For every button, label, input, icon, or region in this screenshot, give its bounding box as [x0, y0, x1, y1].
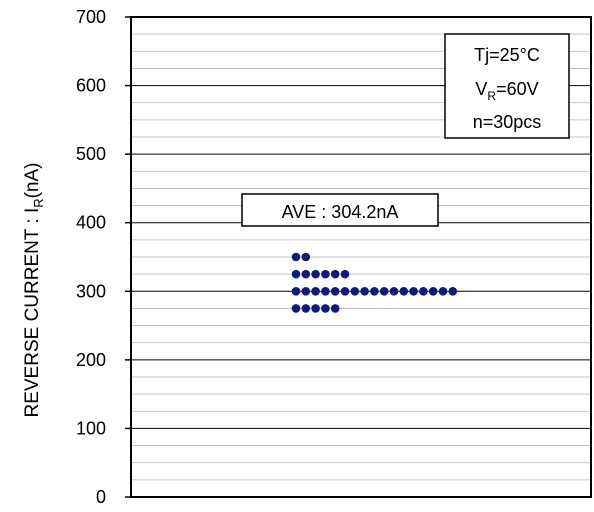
average-annotation-text: AVE : 304.2nA — [282, 202, 399, 222]
data-point — [301, 286, 311, 296]
y-tick-label: 200 — [76, 350, 106, 370]
data-point — [330, 269, 340, 279]
average-annotation-box — [241, 193, 439, 227]
data-point — [321, 304, 330, 313]
data-point — [340, 269, 350, 279]
conditions-box: Tj=25°C VR=60V n=30pcs — [444, 33, 570, 139]
y-axis-label: REVERSE CURRENT : IR(nA) — [22, 162, 46, 417]
data-point — [330, 304, 340, 313]
data-point — [311, 304, 320, 313]
data-point — [311, 286, 320, 296]
data-point — [428, 286, 438, 296]
y-tick-label: 700 — [76, 7, 106, 27]
data-point — [438, 286, 448, 296]
y-tick-label: 400 — [76, 213, 106, 233]
average-annotation: AVE : 304.2nA — [241, 193, 439, 227]
y-tick-label: 0 — [96, 487, 106, 507]
y-axis-ticks: 0 100 200 300 400 500 600 700 — [76, 7, 131, 507]
data-point — [399, 286, 409, 296]
data-point — [291, 269, 301, 279]
data-point — [311, 269, 320, 279]
data-point — [340, 286, 350, 296]
data-point — [370, 286, 379, 296]
condition-voltage: VR=60V — [475, 79, 538, 103]
data-point — [321, 269, 330, 279]
condition-temperature: Tj=25°C — [474, 45, 540, 65]
data-point — [301, 252, 311, 262]
y-tick-label: 500 — [76, 144, 106, 164]
plot-frame — [130, 16, 592, 498]
data-point — [409, 286, 418, 296]
data-point — [360, 286, 369, 296]
y-tick-label: 600 — [76, 76, 106, 96]
data-point — [291, 304, 301, 313]
data-point — [448, 286, 458, 296]
data-point — [291, 252, 301, 262]
data-points — [291, 252, 458, 313]
condition-sample-count: n=30pcs — [473, 112, 542, 132]
y-tick-label: 300 — [76, 281, 106, 301]
data-point — [291, 286, 301, 296]
data-point — [301, 269, 311, 279]
data-point — [301, 304, 311, 313]
data-point — [350, 286, 360, 296]
data-point — [389, 286, 399, 296]
conditions-box-frame — [444, 33, 570, 139]
y-tick-label: 100 — [76, 418, 106, 438]
data-point — [330, 286, 340, 296]
data-point — [321, 286, 330, 296]
data-point — [379, 286, 389, 296]
data-point — [419, 286, 428, 296]
